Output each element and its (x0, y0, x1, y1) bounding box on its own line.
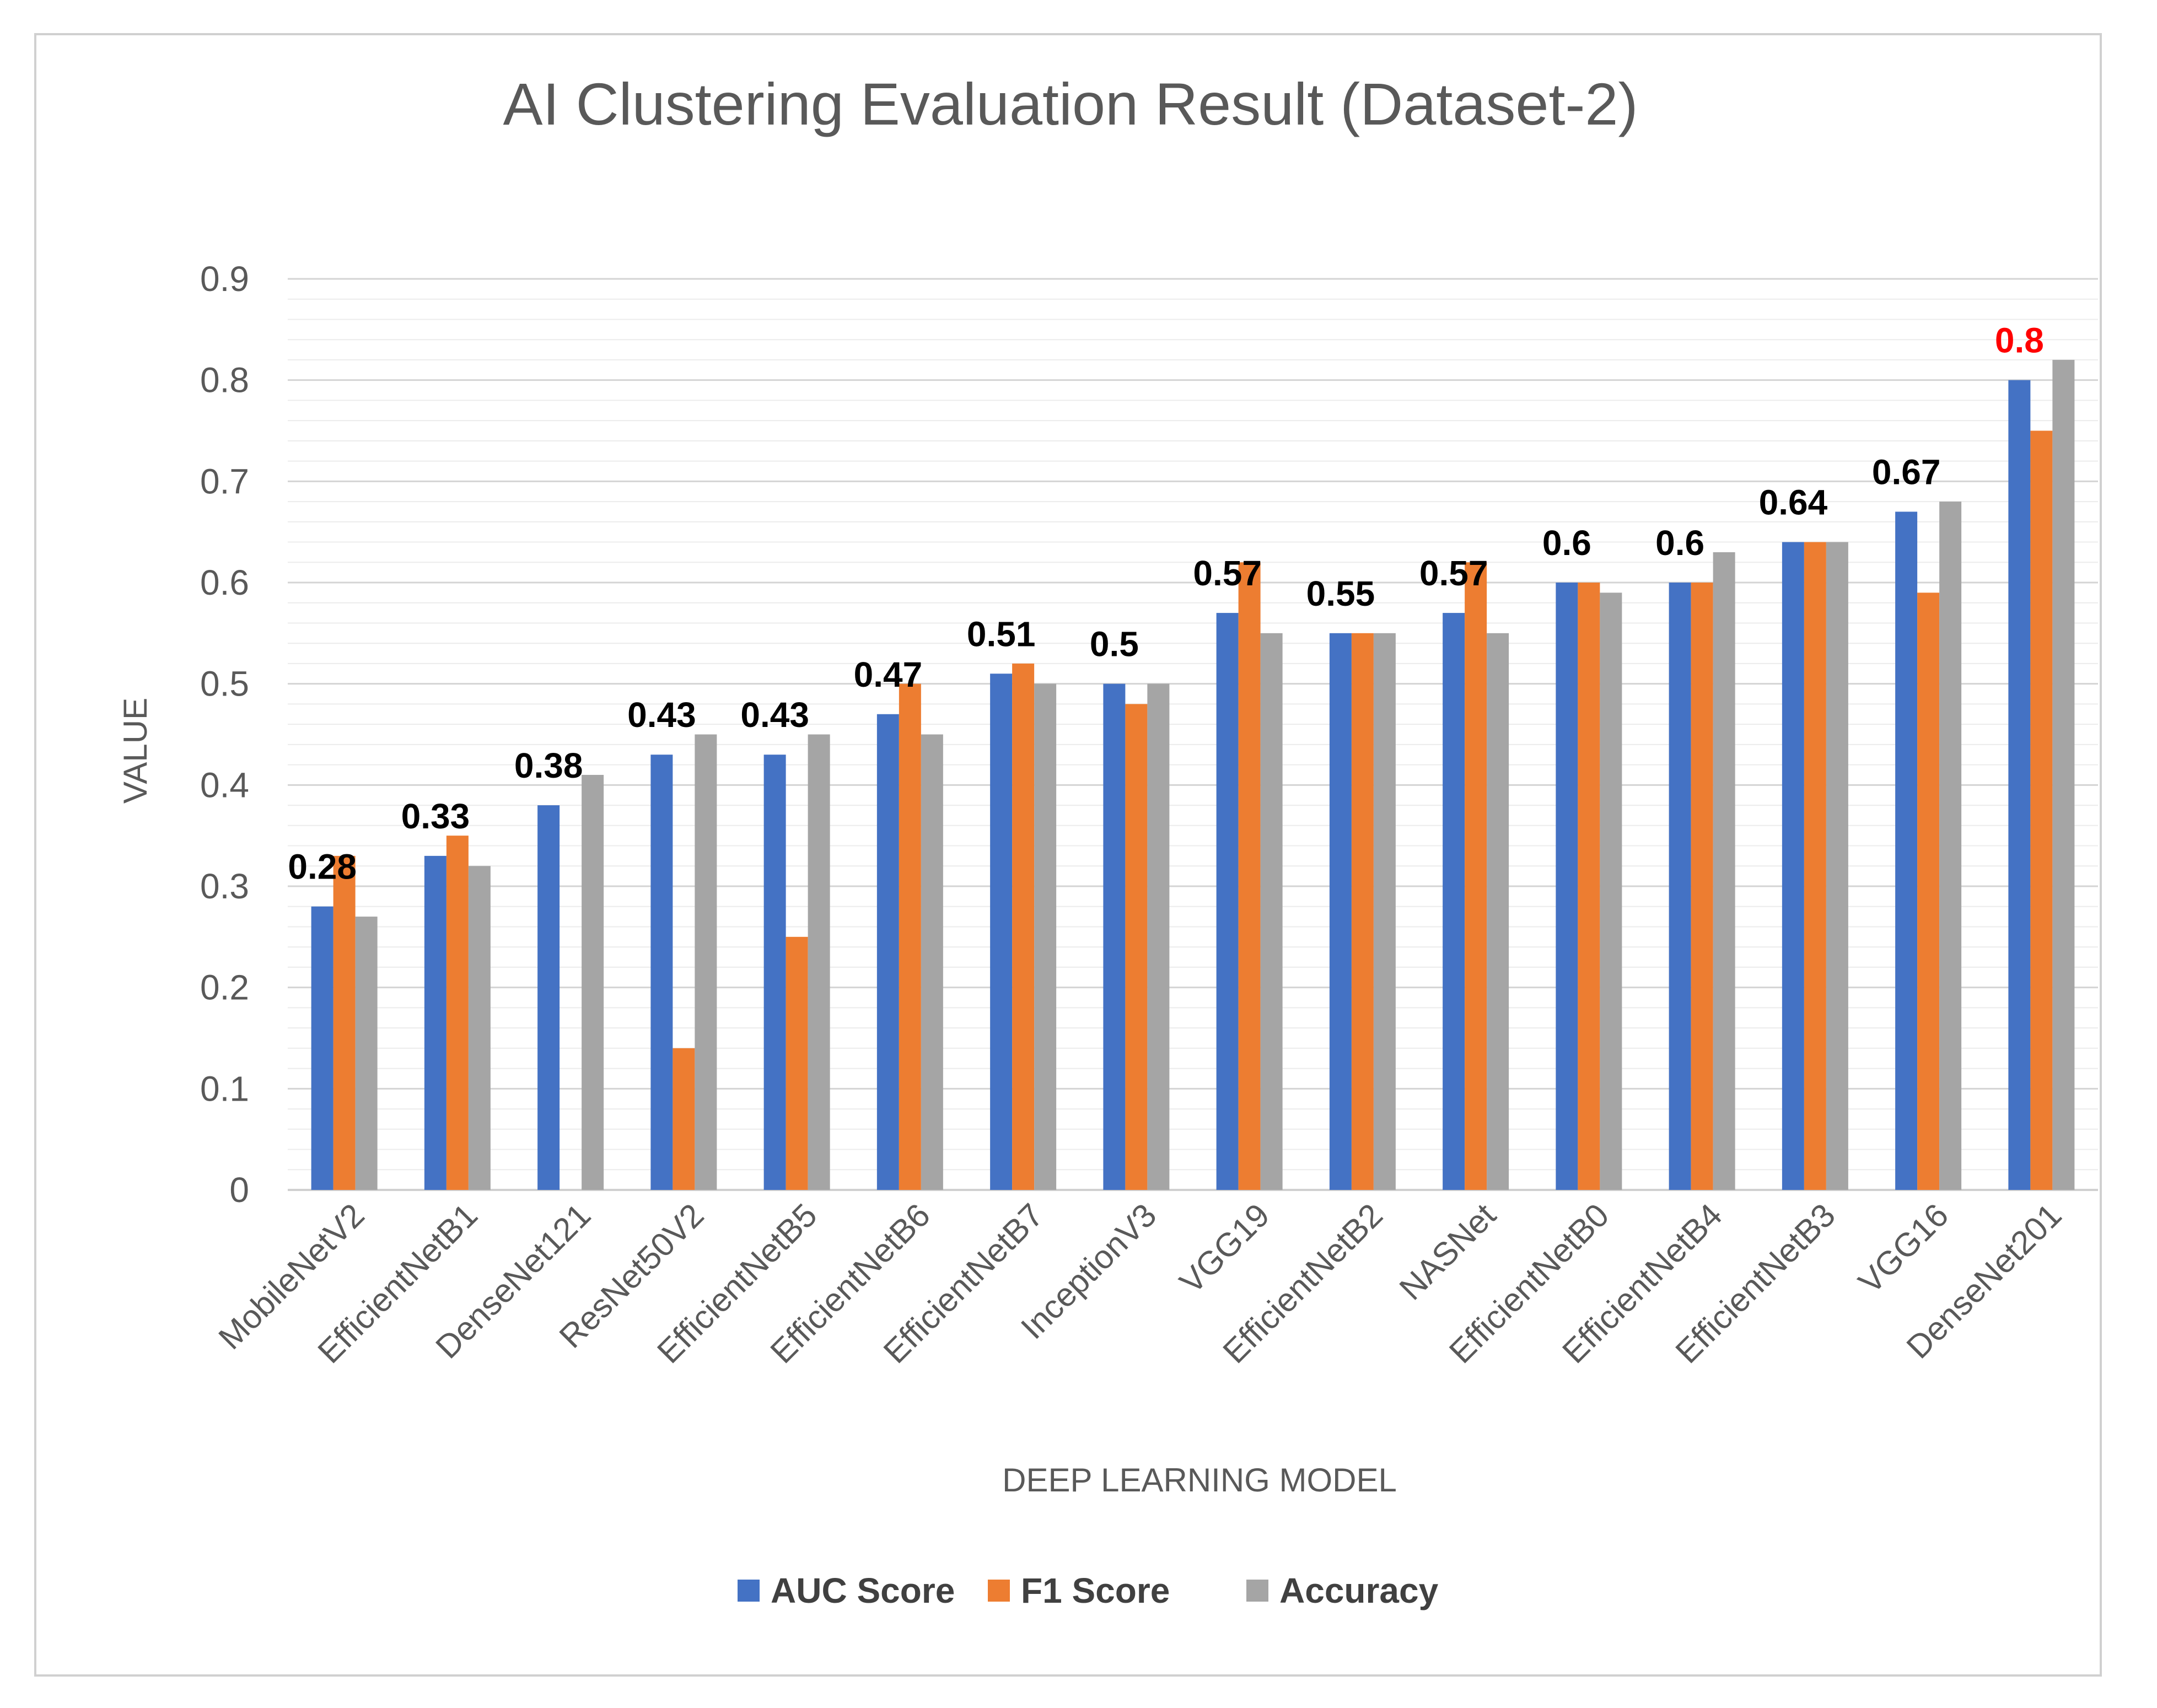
legend-swatch (1246, 1580, 1268, 1602)
bar-f1-score (333, 855, 356, 1190)
data-label: 0.6 (1655, 523, 1704, 563)
bar-f1-score (1125, 704, 1148, 1190)
bar-accuracy (582, 774, 604, 1190)
y-tick-label: 0.9 (200, 259, 249, 299)
data-label: 0.57 (1419, 553, 1488, 593)
bar-f1-score (786, 936, 808, 1190)
bar-accuracy (2052, 359, 2075, 1190)
y-tick-labels: 0 0.1 0.2 0.3 0.4 0.5 0.6 0.7 0.8 0.9 (200, 259, 249, 1210)
bar-f1-score (1012, 663, 1035, 1190)
data-label: 0.57 (1193, 553, 1262, 593)
chart-frame: AI Clustering Evaluation Result (Dataset… (34, 33, 2102, 1677)
legend-swatch (738, 1580, 760, 1602)
data-label: 0.28 (288, 847, 357, 887)
bar-accuracy (1487, 633, 1509, 1190)
y-tick-label: 0.1 (200, 1069, 249, 1108)
data-label: 0.5 (1090, 624, 1139, 664)
bar-f1-score (1917, 592, 1940, 1190)
data-label: 0.33 (401, 796, 470, 836)
bar-auc-score (537, 805, 560, 1190)
bar-auc-score (763, 755, 786, 1190)
bar-accuracy (1034, 683, 1057, 1190)
legend-label: F1 Score (1021, 1571, 1170, 1610)
legend-label: AUC Score (771, 1571, 955, 1610)
data-label: 0.43 (740, 695, 809, 735)
bar-auc-score (990, 673, 1013, 1190)
bar-auc-score (1443, 613, 1465, 1190)
bar-accuracy (1260, 633, 1283, 1190)
y-tick-label: 0.4 (200, 765, 249, 805)
data-label: 0.67 (1872, 452, 1941, 492)
bar-accuracy (1939, 502, 1962, 1190)
x-category-label: VGG19 (1172, 1197, 1277, 1301)
data-label: 0.43 (627, 695, 696, 735)
bar-auc-score (1669, 583, 1691, 1190)
x-category-label: VGG16 (1851, 1197, 1955, 1301)
y-tick-label: 0 (229, 1170, 249, 1210)
bar-auc-score (1216, 613, 1239, 1190)
data-label: 0.6 (1542, 523, 1591, 563)
bar-auc-score (1895, 511, 1918, 1190)
legend: AUC Score F1 Score Accuracy (738, 1571, 1439, 1610)
bar-accuracy (808, 734, 830, 1190)
bar-f1-score (1578, 583, 1600, 1190)
y-tick-label: 0.5 (200, 664, 249, 704)
bar-accuracy (1147, 683, 1170, 1190)
bar-accuracy (695, 734, 717, 1190)
y-tick-label: 0.6 (200, 563, 249, 602)
bar-f1-score (899, 683, 921, 1190)
x-category-labels: MobileNetV2EfficientNetB1DenseNet121ResN… (212, 1197, 2069, 1371)
data-label: 0.55 (1306, 574, 1375, 613)
bar-f1-score (673, 1048, 695, 1190)
data-label: 0.47 (854, 655, 923, 694)
legend-swatch (988, 1580, 1010, 1602)
bar-accuracy (355, 917, 378, 1190)
y-axis-title: VALUE (117, 698, 154, 804)
bar-accuracy (1713, 552, 1735, 1190)
bar-auc-score (311, 906, 333, 1190)
chart-title: AI Clustering Evaluation Result (Dataset… (503, 71, 1638, 137)
x-category-label: NASNet (1392, 1197, 1503, 1307)
bar-f1-score (1465, 562, 1487, 1190)
data-label: 0.8 (1995, 321, 2044, 360)
bar-auc-score (650, 755, 673, 1190)
bar-auc-score (1103, 683, 1126, 1190)
bar-auc-score (876, 714, 899, 1190)
bar-accuracy (1373, 633, 1396, 1190)
y-tick-label: 0.2 (200, 968, 249, 1007)
data-label: 0.64 (1759, 483, 1828, 522)
bar-auc-score (1556, 583, 1578, 1190)
bar-accuracy (1826, 542, 1848, 1190)
bar-auc-score (1329, 633, 1352, 1190)
bar-f1-score (446, 836, 469, 1190)
bar-accuracy (921, 734, 943, 1190)
y-tick-label: 0.7 (200, 461, 249, 501)
bars-layer (311, 359, 2075, 1190)
bar-accuracy (1600, 592, 1622, 1190)
chart-svg: AI Clustering Evaluation Result (Dataset… (117, 71, 2098, 1610)
bar-f1-score (1351, 633, 1374, 1190)
bar-auc-score (1782, 542, 1804, 1190)
y-tick-label: 0.8 (200, 360, 249, 400)
bar-auc-score (2008, 380, 2031, 1190)
y-tick-label: 0.3 (200, 866, 249, 906)
bar-f1-score (1804, 542, 1826, 1190)
data-labels: 0.28 0.33 0.38 0.43 0.43 0.47 0.51 0.5 0.57 0.55 0… (288, 321, 2044, 887)
data-label: 0.38 (514, 746, 583, 785)
x-axis-title: DEEP LEARNING MODEL (1002, 1462, 1397, 1499)
bar-f1-score (1238, 562, 1261, 1190)
data-label: 0.51 (967, 614, 1036, 654)
bar-f1-score (1691, 583, 1713, 1190)
legend-label: Accuracy (1279, 1571, 1439, 1610)
bar-f1-score (2030, 430, 2053, 1190)
bar-auc-score (424, 855, 447, 1190)
bar-accuracy (468, 866, 491, 1190)
